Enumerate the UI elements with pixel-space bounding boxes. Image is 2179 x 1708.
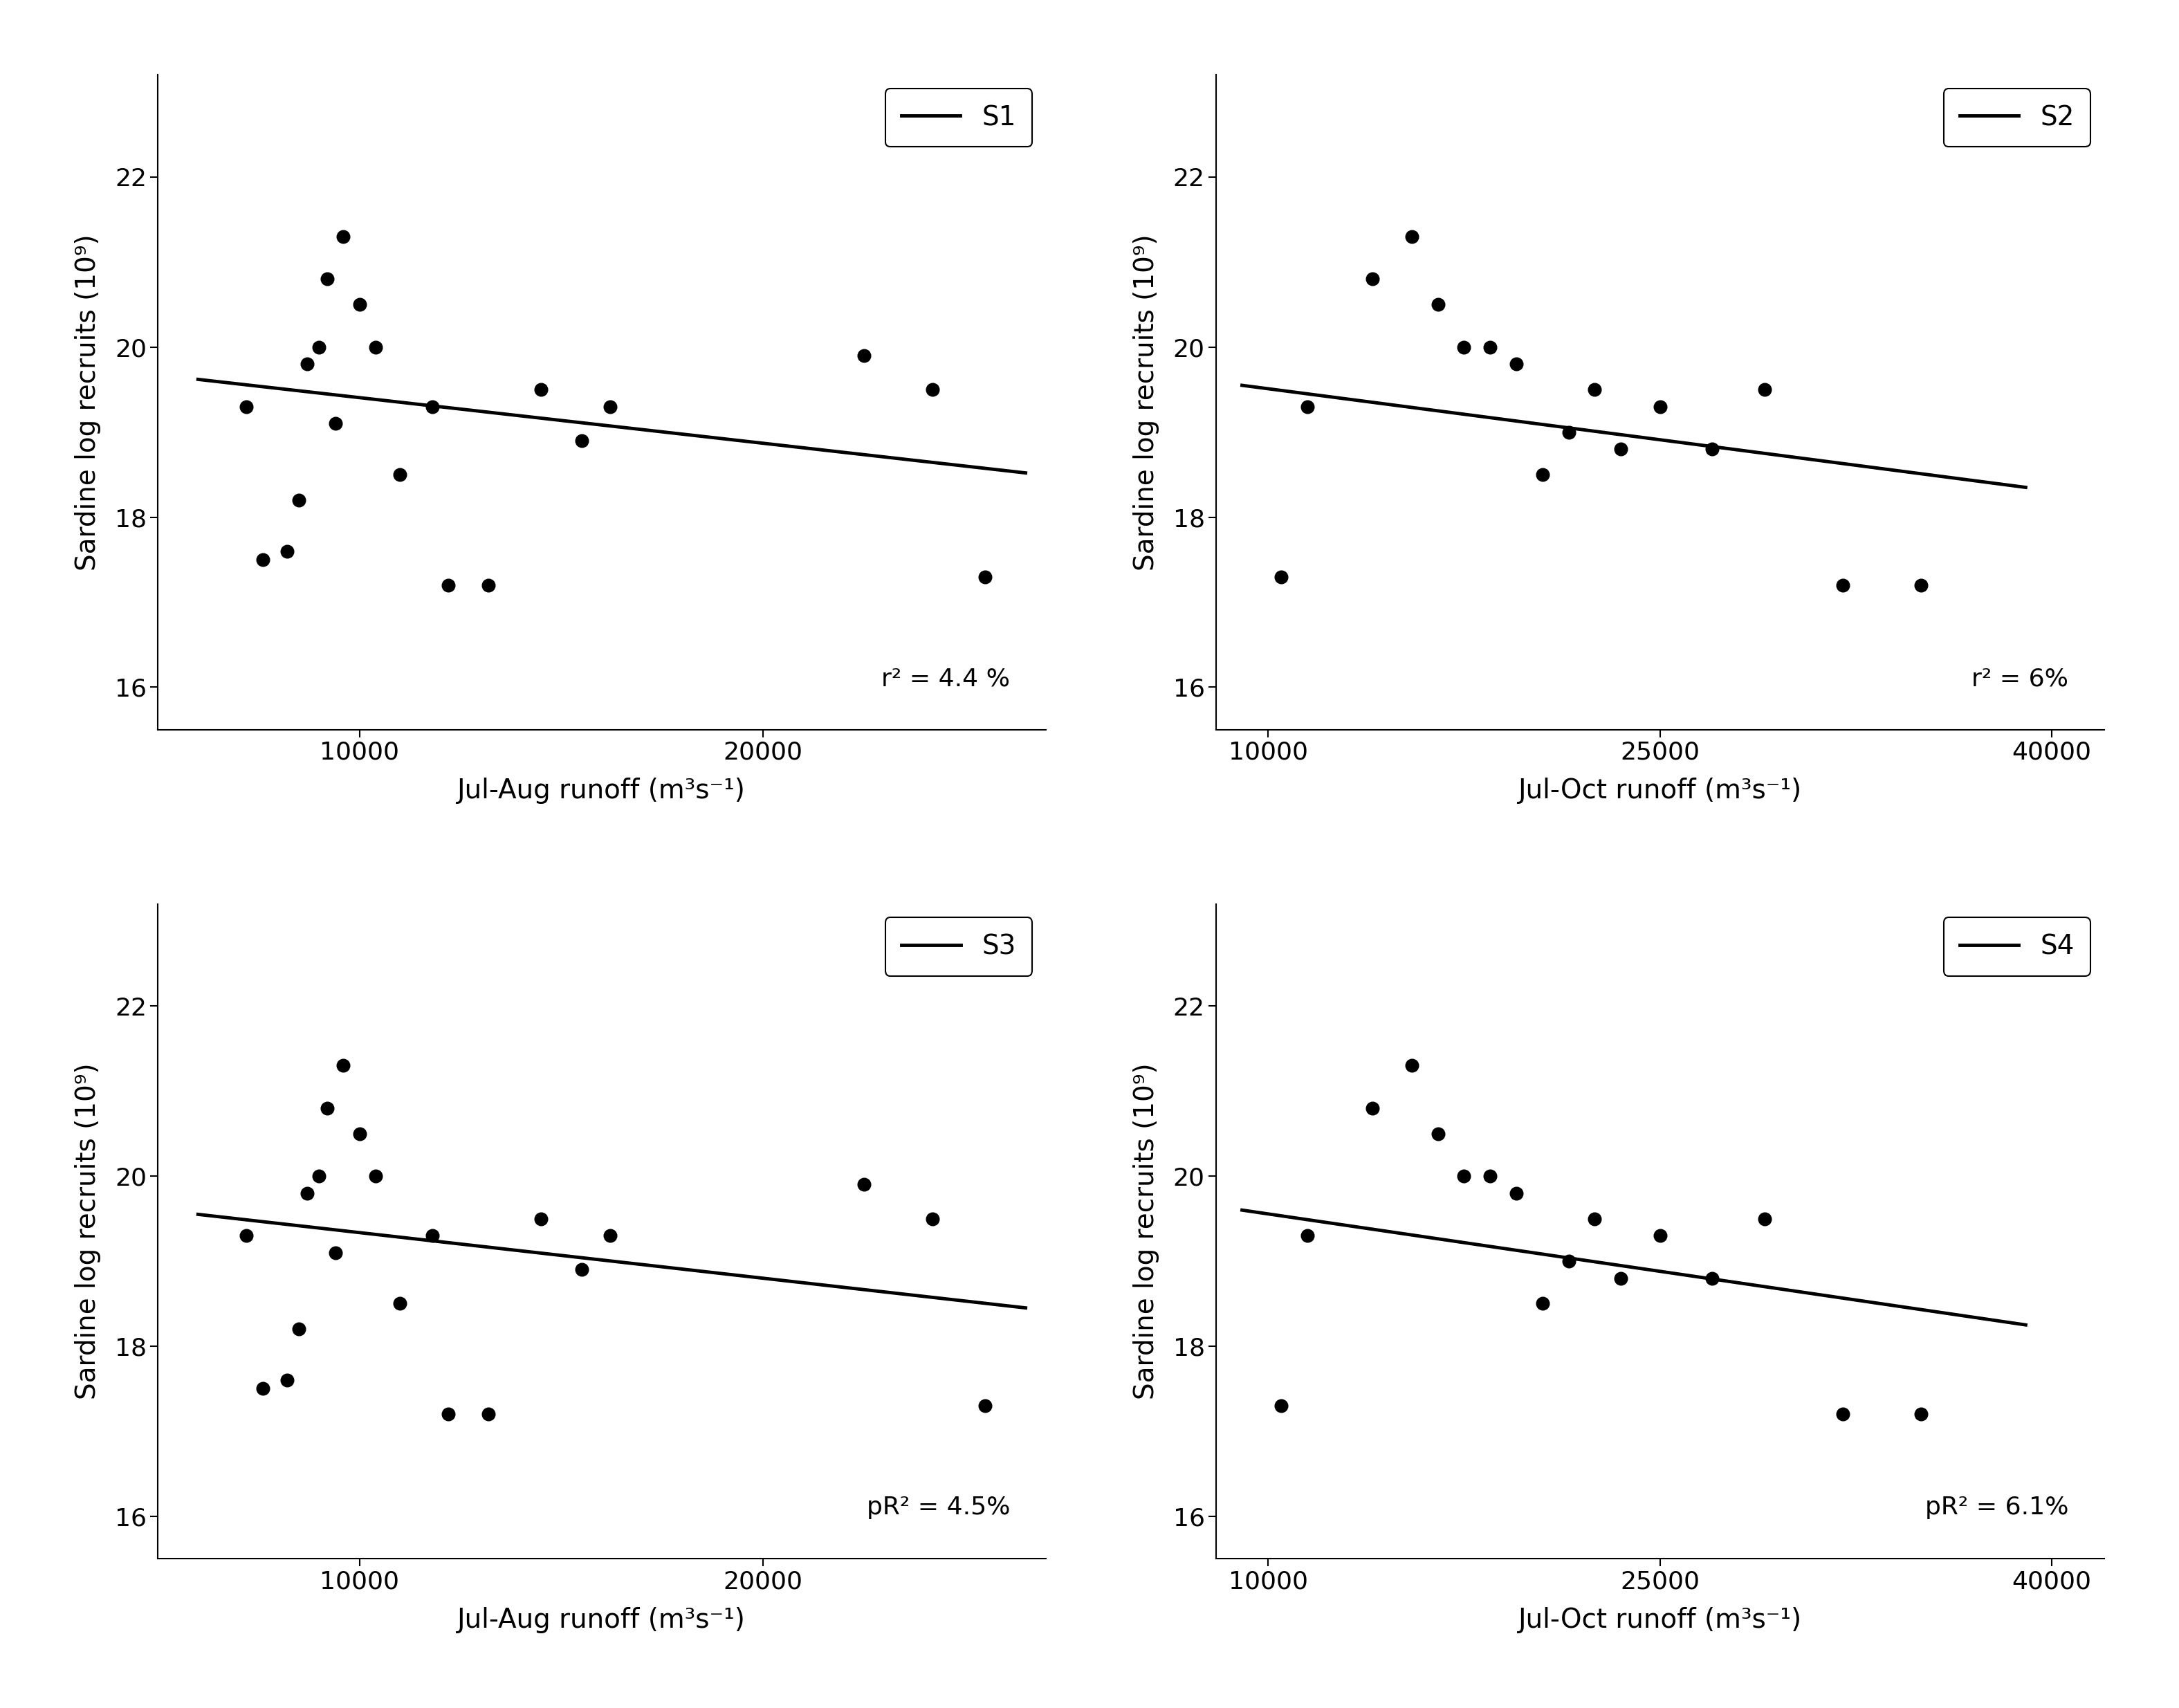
X-axis label: Jul-Oct runoff (m³s⁻¹): Jul-Oct runoff (m³s⁻¹): [1519, 777, 1802, 804]
Point: [1525, 461, 1560, 488]
Point: [414, 1221, 449, 1249]
Text: pR² = 4.5%: pR² = 4.5%: [867, 1496, 1011, 1520]
Point: [229, 1221, 264, 1249]
Point: [471, 572, 506, 600]
Point: [1290, 393, 1325, 420]
Point: [967, 1392, 1002, 1419]
Point: [327, 222, 362, 249]
Point: [967, 564, 1002, 591]
Point: [342, 290, 377, 318]
Point: [1695, 1264, 1730, 1291]
Legend: S2: S2: [1944, 89, 2090, 147]
Point: [318, 410, 353, 437]
Point: [523, 1204, 558, 1231]
Point: [229, 393, 264, 420]
Point: [1421, 1120, 1456, 1148]
Point: [523, 376, 558, 403]
Point: [270, 538, 305, 565]
Point: [1395, 222, 1429, 249]
Y-axis label: Sardine log recruits (10⁹): Sardine log recruits (10⁹): [1133, 234, 1159, 570]
Point: [1290, 1221, 1325, 1249]
Point: [1551, 1247, 1586, 1274]
Point: [593, 393, 628, 420]
Point: [318, 1238, 353, 1266]
Point: [246, 547, 281, 574]
Point: [1748, 376, 1782, 403]
Point: [1499, 350, 1534, 377]
Point: [309, 1095, 344, 1122]
Point: [848, 1172, 882, 1199]
Point: [384, 461, 418, 488]
Point: [1355, 265, 1390, 292]
Legend: S3: S3: [885, 917, 1033, 975]
Y-axis label: Sardine log recruits (10⁹): Sardine log recruits (10⁹): [74, 234, 100, 570]
Point: [301, 333, 336, 360]
Point: [1473, 1163, 1508, 1190]
Point: [471, 1401, 506, 1428]
Point: [1264, 564, 1299, 591]
Point: [246, 1375, 281, 1402]
Point: [1643, 393, 1678, 420]
Y-axis label: Sardine log recruits (10⁹): Sardine log recruits (10⁹): [1133, 1062, 1159, 1399]
Point: [1525, 1290, 1560, 1317]
Text: r² = 4.4 %: r² = 4.4 %: [882, 666, 1011, 690]
Point: [1551, 418, 1586, 446]
Point: [1473, 333, 1508, 360]
Point: [270, 1366, 305, 1394]
Point: [593, 1221, 628, 1249]
X-axis label: Jul-Aug runoff (m³s⁻¹): Jul-Aug runoff (m³s⁻¹): [458, 1607, 745, 1633]
Point: [1578, 1204, 1612, 1231]
Point: [414, 393, 449, 420]
Point: [281, 1315, 316, 1342]
Point: [342, 1120, 377, 1148]
Point: [301, 1163, 336, 1190]
Point: [1904, 1401, 1939, 1428]
Point: [915, 1204, 950, 1231]
Point: [290, 1180, 325, 1208]
Point: [1264, 1392, 1299, 1419]
Point: [1748, 1204, 1782, 1231]
Point: [357, 333, 392, 360]
Point: [1604, 436, 1639, 463]
Point: [1395, 1052, 1429, 1079]
Point: [431, 572, 466, 600]
Point: [327, 1052, 362, 1079]
Point: [564, 427, 599, 454]
Point: [915, 376, 950, 403]
Point: [1355, 1095, 1390, 1122]
Y-axis label: Sardine log recruits (10⁹): Sardine log recruits (10⁹): [74, 1062, 100, 1399]
Point: [1447, 1163, 1482, 1190]
Point: [357, 1163, 392, 1190]
Text: r² = 6%: r² = 6%: [1972, 666, 2068, 690]
Point: [290, 350, 325, 377]
Point: [1604, 1264, 1639, 1291]
Point: [564, 1255, 599, 1283]
Point: [848, 342, 882, 369]
Legend: S4: S4: [1944, 917, 2090, 975]
Point: [1695, 436, 1730, 463]
Point: [1578, 376, 1612, 403]
X-axis label: Jul-Oct runoff (m³s⁻¹): Jul-Oct runoff (m³s⁻¹): [1519, 1607, 1802, 1633]
Text: pR² = 6.1%: pR² = 6.1%: [1924, 1496, 2068, 1520]
Point: [1499, 1180, 1534, 1208]
Legend: S1: S1: [885, 89, 1033, 147]
Point: [1447, 333, 1482, 360]
Point: [1826, 1401, 1861, 1428]
Point: [1643, 1221, 1678, 1249]
Point: [281, 487, 316, 514]
Point: [384, 1290, 418, 1317]
Point: [1826, 572, 1861, 600]
Point: [1904, 572, 1939, 600]
Point: [431, 1401, 466, 1428]
Point: [1421, 290, 1456, 318]
X-axis label: Jul-Aug runoff (m³s⁻¹): Jul-Aug runoff (m³s⁻¹): [458, 777, 745, 804]
Point: [309, 265, 344, 292]
